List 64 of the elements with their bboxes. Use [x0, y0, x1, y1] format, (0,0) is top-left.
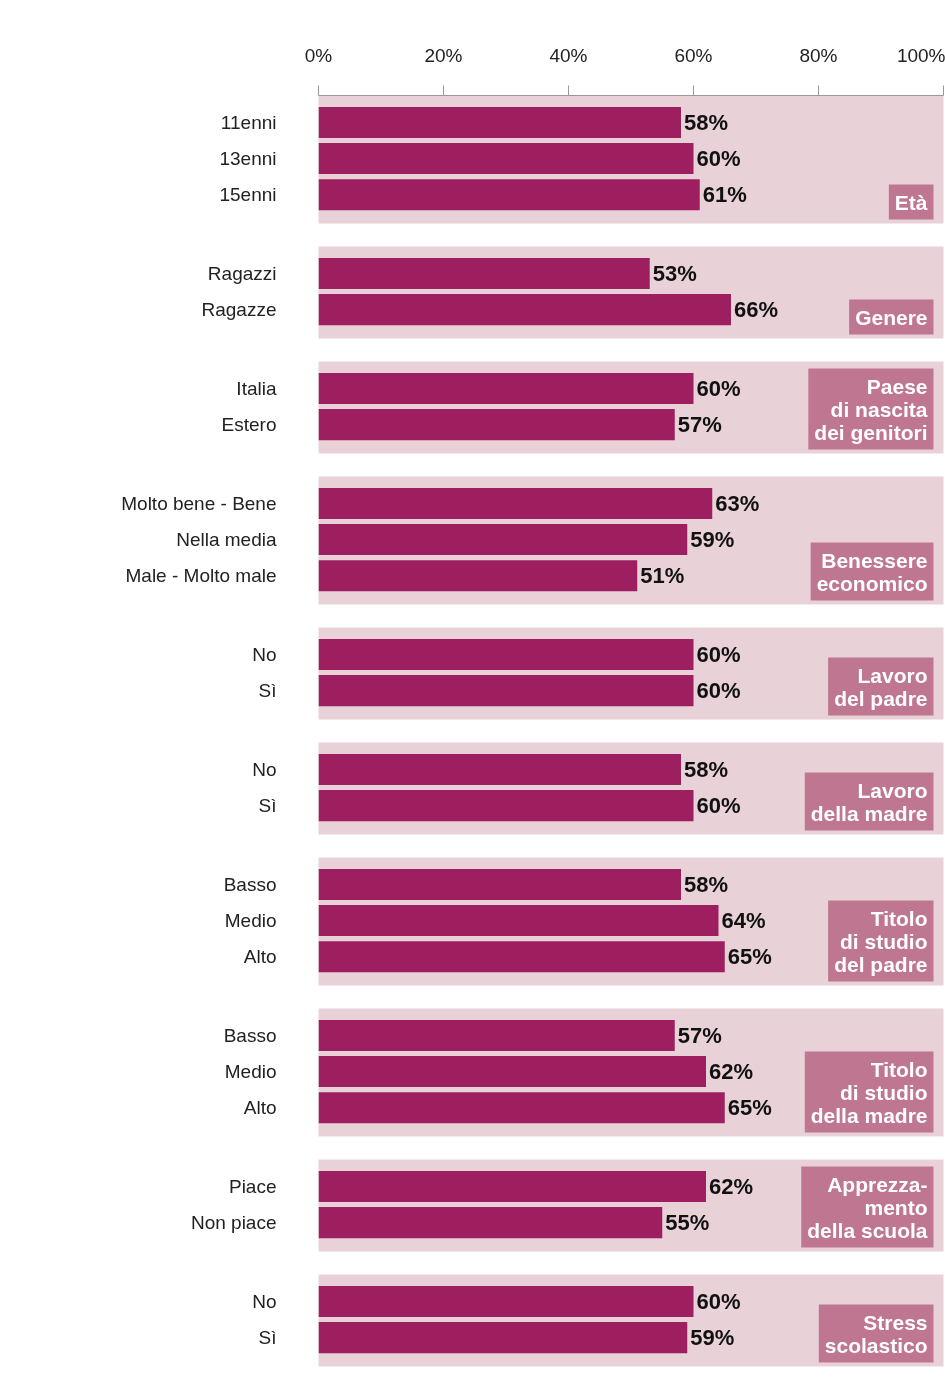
- text: Titolo di studio del padre: [834, 906, 928, 976]
- data-label: 63%: [715, 491, 760, 517]
- data-label: 66%: [734, 297, 779, 323]
- x-tick-label: 0%: [304, 44, 333, 66]
- y-tick-label: 13enni: [219, 148, 277, 170]
- data-label: 58%: [684, 110, 729, 136]
- data-label: 65%: [727, 944, 772, 970]
- text: Età: [894, 190, 928, 214]
- x-tick-label: 60%: [674, 44, 713, 66]
- data-label: 53%: [652, 261, 697, 287]
- y-tick-label: Basso: [223, 1025, 277, 1047]
- data-label: 57%: [677, 412, 722, 438]
- data-label: 57%: [677, 1023, 722, 1049]
- x-tick-label: 40%: [549, 44, 588, 66]
- text: Benessere economico: [816, 548, 928, 595]
- text: Titolo di studio della madre: [810, 1057, 928, 1127]
- y-tick-label: Basso: [223, 874, 277, 896]
- y-tick-label: Medio: [224, 1061, 277, 1083]
- data-label: 62%: [709, 1174, 754, 1200]
- data-label: 60%: [696, 642, 741, 668]
- data-label: 60%: [696, 793, 741, 819]
- data-label: 61%: [702, 182, 747, 208]
- text: Apprezza- mento della scuola: [807, 1172, 928, 1242]
- data-label: 60%: [696, 1289, 741, 1315]
- x-tick-label: 20%: [424, 44, 463, 66]
- text: Genere: [855, 305, 928, 329]
- x-tick-label: 80%: [799, 44, 838, 66]
- text: Lavoro del padre: [834, 663, 928, 710]
- data-label: 60%: [696, 376, 741, 402]
- y-tick-label: Medio: [224, 910, 277, 932]
- text: Paese di nascita dei genitori: [814, 374, 928, 444]
- y-tick-label: Alto: [243, 1097, 277, 1119]
- y-tick-label: No: [252, 644, 277, 666]
- y-tick-label: 11enni: [220, 112, 277, 134]
- y-tick-label: Piace: [228, 1176, 277, 1198]
- y-tick-label: Molto bene - Bene: [121, 493, 277, 515]
- data-label: 60%: [696, 146, 741, 172]
- data-label: 64%: [721, 908, 766, 934]
- y-tick-label: Non piace: [190, 1212, 277, 1234]
- y-tick-label: Male - Molto male: [125, 565, 277, 587]
- data-label: 51%: [640, 563, 685, 589]
- data-label: 55%: [665, 1210, 710, 1236]
- data-label: 60%: [696, 678, 741, 704]
- y-tick-label: Nella media: [176, 529, 277, 551]
- data-label: 59%: [690, 1325, 735, 1351]
- y-tick-label: No: [252, 759, 277, 781]
- x-tick-label: 100%: [896, 44, 945, 66]
- y-tick-label: Sì: [258, 680, 277, 702]
- y-tick-label: Sì: [258, 1327, 277, 1349]
- y-tick-label: 15enni: [219, 184, 277, 206]
- text: Stress scolastico: [824, 1310, 928, 1357]
- y-tick-label: Ragazzi: [207, 263, 277, 285]
- data-label: 58%: [684, 872, 729, 898]
- y-tick-label: No: [252, 1291, 277, 1313]
- data-label: 58%: [684, 757, 729, 783]
- y-tick-label: Italia: [236, 378, 277, 400]
- y-tick-label: Sì: [258, 795, 277, 817]
- y-tick-label: Alto: [243, 946, 277, 968]
- y-tick-label: Ragazze: [201, 299, 277, 321]
- text: Lavoro della madre: [810, 778, 928, 825]
- data-label: 59%: [690, 527, 735, 553]
- data-label: 62%: [709, 1059, 754, 1085]
- y-tick-label: Estero: [221, 414, 277, 436]
- data-label: 65%: [727, 1095, 772, 1121]
